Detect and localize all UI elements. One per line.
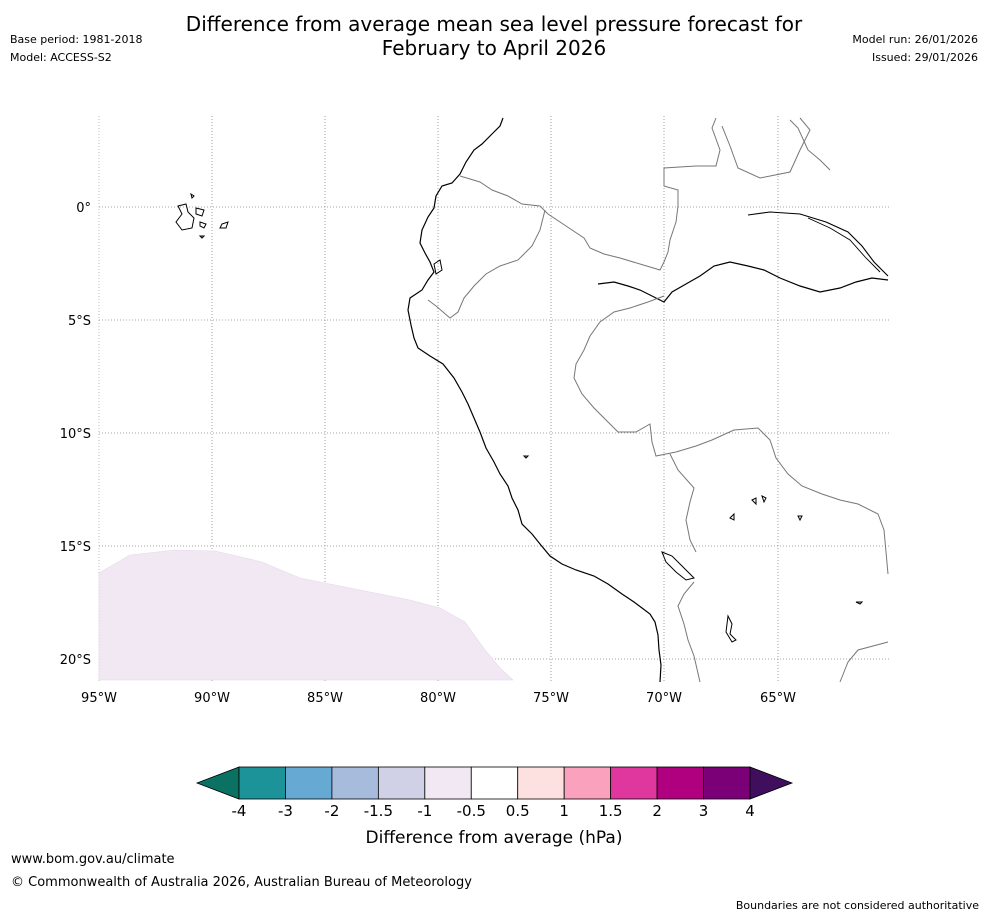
colorbar-segment [517,766,565,800]
colorbar-segment [703,766,751,800]
lat-label: 15°S [60,540,91,555]
lat-label: 0° [76,201,91,216]
small-islands [433,259,864,643]
galapagos-islands [175,192,229,239]
colorbar-tick-label: 1.5 [599,802,623,820]
issued-date: Issued: 29/01/2026 [871,51,978,64]
lon-label: 70°W [646,691,682,706]
colorbar-tick-label: -3 [278,802,293,820]
base-period: Base period: 1981-2018 [10,33,143,46]
colorbar-over-arrow [749,766,794,800]
colorbar-segment [656,766,704,800]
colorbar-segment [470,766,519,800]
colorbar-segment [563,766,612,800]
colorbar-segment [238,766,286,800]
lat-label: 5°S [68,314,91,329]
colorbar-segment [377,766,426,800]
country-borders [427,117,889,683]
lon-label: 90°W [194,691,230,706]
river-inner [807,217,881,273]
colorbar-tick-label: -1 [417,802,432,820]
colorbar-tick-label: 1 [559,802,569,820]
latitude-labels: 0° 5°S 10°S 15°S 20°S [60,201,91,668]
coastline-west [407,117,662,683]
lon-label: 75°W [533,691,569,706]
colorbar-under-arrow [195,766,240,800]
title-line-1: Difference from average mean sea level p… [185,12,803,36]
lon-label: 65°W [760,691,796,706]
map-title: Difference from average mean sea level p… [0,12,988,60]
colorbar-tick-label: 4 [745,802,755,820]
amazon-river [597,261,889,303]
website-url[interactable]: www.bom.gov.au/climate [11,852,175,867]
colorbar-segment [610,766,658,800]
graticule [98,116,890,681]
lat-label: 10°S [60,427,91,442]
colorbar-tick-label: -4 [232,802,247,820]
boundary-disclaimer: Boundaries are not considered authoritat… [735,899,979,912]
meta-left: Base period: 1981-2018 Model: ACCESS-S2 [10,31,142,67]
lat-label: 20°S [60,653,91,668]
copyright-notice: © Commonwealth of Australia 2026, Austra… [11,875,472,890]
model-run: Model run: 26/01/2026 [852,33,978,46]
colorbar-tick-label: -0.5 [457,802,486,820]
colorbar-tick-label: -1.5 [364,802,393,820]
lon-label: 95°W [81,691,117,706]
colorbar-segment [285,766,333,800]
longitude-labels: 95°W 90°W 85°W 80°W 75°W 70°W 65°W [81,691,796,706]
colorbar-tick-label: -2 [324,802,339,820]
colorbar-tick-label: 0.5 [506,802,530,820]
model-name: Model: ACCESS-S2 [10,51,112,64]
meta-right: Model run: 26/01/2026 Issued: 29/01/2026 [852,31,978,67]
colorbar-segment [424,766,472,800]
colorbar-segment [331,766,379,800]
title-line-2: February to April 2026 [381,36,607,60]
anomaly-region [98,549,514,681]
colorbar: -4 -3 -2 -1.5 -1 -0.5 0.5 1 1.5 2 3 4 [195,766,794,820]
lake-titicaca [661,551,695,581]
lon-label: 80°W [420,691,456,706]
colorbar-tick-label: 3 [699,802,709,820]
colorbar-title: Difference from average (hPa) [366,828,623,848]
amazon-mouth [747,211,889,277]
colorbar-tick-label: 2 [652,802,662,820]
lon-label: 85°W [307,691,343,706]
